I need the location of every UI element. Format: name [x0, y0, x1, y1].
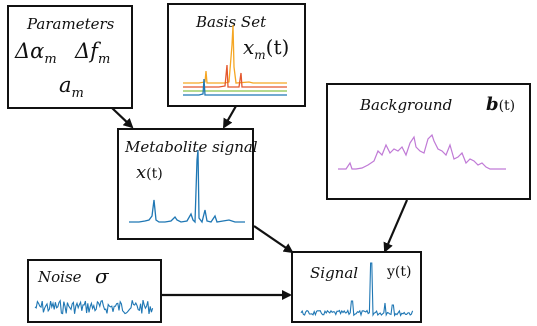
noise-title: Noise: [38, 268, 82, 286]
arrow-background-to-signal: [383, 199, 409, 253]
background-plot: [338, 133, 506, 170]
parameters-node: Parameters Δαm Δfm am: [7, 5, 133, 109]
background-trace: [338, 133, 506, 170]
delta-alpha-term: Δαm: [15, 39, 57, 68]
amplitude-term: am: [59, 73, 84, 102]
metabolite-plot: [129, 149, 245, 224]
noise-plot: [34, 299, 154, 315]
signal-plot: [300, 262, 414, 317]
parameters-title: Parameters: [27, 15, 115, 33]
basis-trace-2: [183, 64, 287, 88]
basis-trace-4: [183, 78, 287, 96]
arrow-basis-to-metabolite: [223, 105, 237, 129]
arrow-metabolite-to-signal: [253, 225, 294, 254]
basis-set-node: Basis Set xm(t): [167, 3, 306, 107]
signal-title: Signal: [310, 264, 359, 282]
background-formula: b(t): [486, 94, 516, 115]
basis-set-formula: xm(t): [243, 35, 290, 62]
delta-f-term: Δfm: [75, 39, 111, 68]
metabolite-trace: [129, 149, 245, 224]
arrow-parameters-to-metabolite: [111, 107, 134, 129]
metabolite-signal-node: Metabolite signal x(t): [117, 128, 258, 240]
metabolite-title: Metabolite signal: [125, 138, 258, 156]
basis-set-title: Basis Set: [196, 13, 267, 31]
noise-node: Noise σ: [27, 259, 162, 323]
signal-node: Signal y(t): [291, 251, 422, 323]
background-node: Background b(t): [326, 83, 531, 200]
basis-set-plot: [183, 24, 287, 96]
metabolite-formula: x(t): [136, 162, 163, 183]
noise-symbol: σ: [95, 264, 109, 288]
signal-formula: y(t): [387, 264, 412, 280]
signal-trace: [300, 262, 414, 317]
background-title: Background: [360, 96, 453, 114]
noise-trace: [34, 299, 154, 315]
basis-trace-1: [183, 24, 287, 84]
